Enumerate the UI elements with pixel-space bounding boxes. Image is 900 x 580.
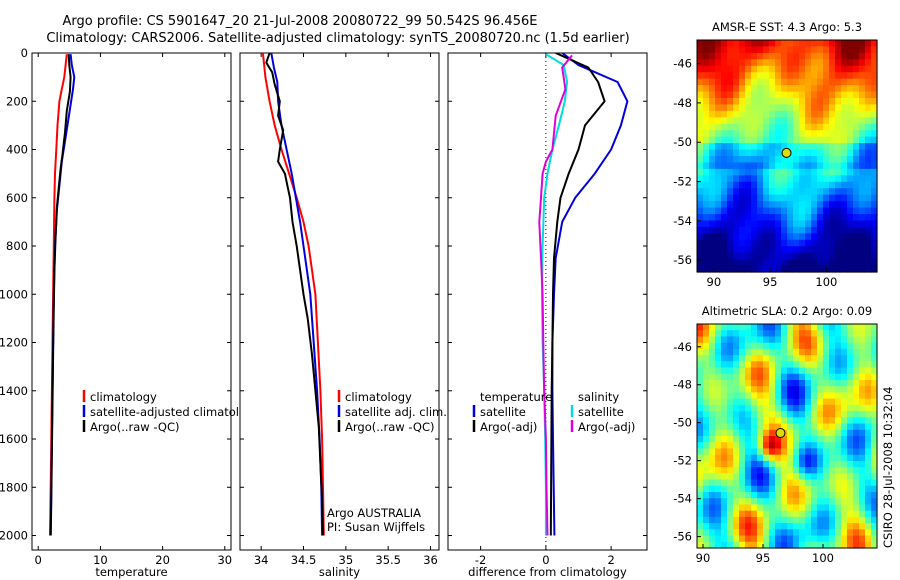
- temperature-ytick-label: 400: [6, 143, 28, 157]
- difference-legend-label: Argo(-adj): [578, 420, 635, 434]
- temperature-ytick-label: 1000: [0, 287, 28, 301]
- sla-map-title: Altimetric SLA: 0.2 Argo: 0.09: [702, 304, 872, 318]
- difference-series-argo_diff: [538, 54, 573, 536]
- temperature-series-argo: [49, 54, 72, 536]
- difference-xtick-label: -2: [475, 553, 486, 567]
- credit-label: CSIRO 28-Jul-2008 10:32:04: [881, 387, 895, 548]
- difference-legend-label: satellite: [480, 405, 526, 419]
- difference-legend-header-salinity: salinity: [578, 390, 619, 404]
- sst-map-ytick-label: -54: [673, 214, 692, 228]
- salinity-xtick-label: 35: [339, 553, 354, 567]
- salinity-xtick-label: 35.5: [375, 553, 401, 567]
- sst-map-axes-box: [696, 39, 878, 273]
- temperature-ytick-label: 600: [6, 191, 28, 205]
- difference-xlabel: difference from climatology: [468, 565, 627, 579]
- temperature-xtick-label: 0: [35, 553, 42, 567]
- temperature-xlabel: temperature: [95, 565, 167, 579]
- sst-map-argo-marker: [781, 147, 792, 158]
- sla-map-ytick-label: -46: [673, 340, 692, 354]
- salinity-xtick-label: 34.5: [291, 553, 317, 567]
- sst-map-panel: AMSR-E SST: 4.3 Argo: 5.3 90 95 100 -46 -48 -5…: [673, 20, 878, 289]
- sla-map-xtick-label: 100: [812, 551, 834, 565]
- figure-title-line2: Climatology: CARS2006. Satellite-adjuste…: [46, 31, 629, 46]
- sla-map-xtick-label: 95: [756, 551, 771, 565]
- salinity-note-argo: Argo AUSTRALIA: [327, 506, 421, 520]
- temperature-ytick-label: 1600: [0, 432, 28, 446]
- salinity-axes-box: [239, 52, 440, 551]
- difference-legend-header-temperature: temperature: [480, 390, 552, 404]
- sla-map-argo-marker: [775, 428, 786, 439]
- sst-map-ytick-label: -56: [673, 253, 692, 267]
- salinity-xtick-label: 36: [423, 553, 438, 567]
- salinity-xlabel: salinity: [319, 565, 360, 579]
- sst-map-ytick-label: -48: [673, 96, 692, 110]
- temperature-ytick-label: 1800: [0, 480, 28, 494]
- salinity-legend-label: satellite adj. clim.: [345, 405, 447, 419]
- temperature-legend-label: Argo(..raw -QC): [90, 420, 180, 434]
- salinity-xtick-label: 34: [254, 553, 269, 567]
- salinity-series-argo: [265, 53, 324, 536]
- sla-map-ytick-label: -52: [673, 454, 692, 468]
- temperature-ytick-label: 1400: [0, 384, 28, 398]
- difference-xtick-label: 2: [607, 553, 614, 567]
- difference-series-argo: [549, 53, 606, 536]
- sla-map-ytick-label: -50: [673, 416, 692, 430]
- difference-xtick-label: 0: [542, 553, 549, 567]
- difference-legend-label: satellite: [578, 405, 624, 419]
- salinity-profile-panel: 34 34.5 35 35.5 36 salinity climatologysatelli…: [239, 52, 447, 579]
- difference-legend-label: Argo(-adj): [480, 420, 537, 434]
- temperature-xtick-label: 10: [93, 553, 108, 567]
- temperature-ytick-label: 200: [6, 94, 28, 108]
- temperature-ytick-label: 800: [6, 239, 28, 253]
- temperature-ytick-label: 2000: [0, 529, 28, 543]
- difference-axes-box: [447, 52, 648, 551]
- sst-map-xtick-label: 100: [815, 275, 837, 289]
- salinity-legend-label: climatology: [345, 390, 412, 404]
- temperature-profile-panel: 0 10 20 30 0 200 400 600 800 1000 1200 1400 1600 1800…: [0, 46, 260, 579]
- temperature-ytick-label: 0: [21, 46, 28, 60]
- sla-map-cells: [697, 324, 878, 549]
- sst-map-xtick-label: 90: [707, 275, 722, 289]
- sst-map-ytick-label: -50: [673, 135, 692, 149]
- salinity-note-pi: PI: Susan Wijffels: [327, 520, 425, 534]
- sst-map-ytick-label: -46: [673, 57, 692, 71]
- sst-map-xtick-label: 95: [763, 275, 778, 289]
- sla-map-ytick-label: -48: [673, 378, 692, 392]
- temperature-axes-box: [31, 52, 232, 551]
- temperature-xtick-label: 20: [155, 553, 170, 567]
- temperature-ytick-label: 1200: [0, 336, 28, 350]
- sla-map-axes-box: [696, 323, 878, 549]
- sst-map-title: AMSR-E SST: 4.3 Argo: 5.3: [712, 20, 862, 34]
- sla-map-ytick-label: -56: [673, 530, 692, 544]
- sst-map-ytick-label: -52: [673, 175, 692, 189]
- salinity-series-climatology: [261, 53, 325, 536]
- sla-map-xtick-label: 90: [696, 551, 711, 565]
- temperature-legend-label: satellite-adjusted climatology: [90, 405, 260, 419]
- sla-map-panel: Altimetric SLA: 0.2 Argo: 0.09 90 95 100 -46…: [673, 304, 878, 565]
- sst-map-cells: [697, 40, 878, 273]
- figure-title-line1: Argo profile: CS 5901647_20 21-Jul-2008 …: [63, 14, 538, 29]
- difference-series-satellite: [551, 53, 629, 536]
- sla-map-ytick-label: -54: [673, 492, 692, 506]
- salinity-legend-label: Argo(..raw -QC): [345, 420, 435, 434]
- temperature-xtick-label: 30: [217, 553, 232, 567]
- temperature-legend-label: climatology: [90, 390, 157, 404]
